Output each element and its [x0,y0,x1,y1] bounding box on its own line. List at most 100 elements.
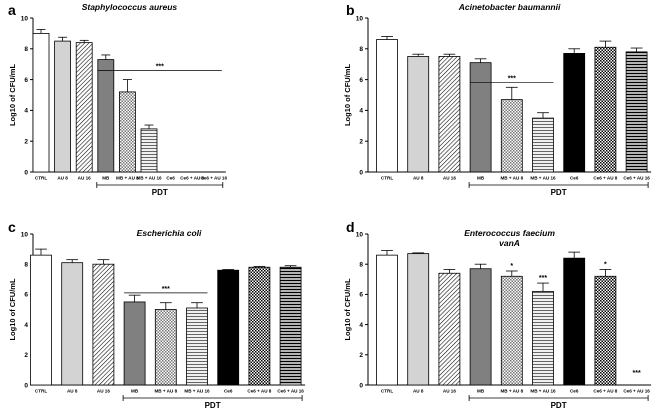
category-label: AU 8 [67,389,78,394]
y-tick-label: 6 [359,77,363,84]
group-label: PDT [551,188,567,197]
y-tick-label: 4 [359,108,363,115]
y-tick-label: 10 [356,231,364,238]
y-tick-label: 6 [359,292,363,299]
category-label: MB [131,389,139,394]
significance-label: * [604,261,607,268]
y-tick-label: 8 [24,46,28,53]
panel-letter: c [8,219,16,235]
bar-6 [186,307,208,386]
category-label: MB + AU 8 [500,389,523,394]
category-label: MB [102,176,110,181]
bar-7 [563,53,586,173]
category-label: AU 16 [443,176,456,181]
y-tick-label: 2 [24,352,28,359]
bar-1 [376,39,398,173]
category-label: MB + AU 16 [136,176,162,181]
category-label: Ce6 [570,176,579,181]
panel-letter: b [346,2,355,18]
y-tick-label: 2 [359,139,363,146]
significance-label: * [510,263,513,270]
category-label: CTRL [381,389,393,394]
bar-5 [119,91,136,173]
bar-5 [500,99,523,173]
bar-2 [407,56,430,173]
category-label: Ce6 [166,176,175,181]
category-label: Ce6 + AU 16 [623,389,650,394]
bar-8 [594,46,617,173]
chart-title: Staphylococcus aureus [82,2,178,12]
category-label: AU 16 [97,389,110,394]
bar-5 [154,309,177,386]
category-label: AU 8 [413,176,424,181]
y-tick-label: 4 [359,322,363,329]
bar-2 [54,40,71,173]
y-tick-label: 0 [359,382,363,389]
bar-6 [532,290,554,386]
category-label: CTRL [381,176,393,181]
category-label: Ce6 + AU 8 [180,176,204,181]
bar-7 [563,257,586,386]
chart-panel-b: b Acinetobacter baumannii 0 2 4 6 8 10 Log10 of … [343,2,652,197]
y-tick-label: 0 [24,169,28,176]
y-tick-label: 2 [359,352,363,359]
y-tick-label: 2 [24,139,28,146]
y-tick-label: 0 [359,169,363,176]
category-label: CTRL [35,389,47,394]
bar-1 [32,33,50,173]
bar-4 [97,59,115,173]
y-tick-label: 10 [21,231,29,238]
y-axis-label: Log10 of CFU/mL [343,64,352,126]
significance-label: *** [633,370,641,377]
y-tick-label: 8 [359,46,363,53]
bar-4 [123,301,146,386]
bar-8 [594,275,617,386]
bar-3 [92,263,115,386]
category-label: Ce6 + AU 8 [247,389,271,394]
chart-panel-a: a Staphylococcus aureus 0 2 4 6 8 10 Log10 of CF… [8,2,227,197]
category-label: Ce6 + AU 8 [593,176,617,181]
y-tick-label: 8 [24,262,28,269]
category-label: CTRL [35,176,47,181]
category-label: MB + AU 8 [116,176,139,181]
bar-9 [625,51,648,173]
chart-title: Escherichia coli [137,228,202,238]
y-tick-label: 10 [356,15,364,22]
y-tick-label: 6 [24,292,28,299]
panel-letter: d [346,219,355,235]
bar-2 [407,253,430,386]
bar-4 [469,62,492,173]
category-label: AU 8 [413,389,424,394]
category-label: Ce6 + AU 16 [277,389,304,394]
chart-title: Acinetobacter baumannii [458,2,561,12]
category-label: Ce6 + AU 8 [593,389,617,394]
category-label: Ce6 [224,389,233,394]
category-label: AU 16 [443,389,456,394]
bar-6 [140,128,158,173]
bar-1 [376,254,398,386]
panel-letter: a [8,2,16,18]
category-label: MB + AU 16 [184,389,210,394]
significance-label: *** [508,76,516,83]
bar-5 [500,275,523,386]
bar-9 [279,266,302,386]
group-label: PDT [551,401,567,410]
significance-label: *** [156,63,164,70]
y-axis-label: Log10 of CFU/mL [343,278,352,340]
category-label: MB [477,176,485,181]
bar-2 [61,262,84,386]
significance-label: *** [539,275,547,282]
bar-3 [75,42,93,173]
bar-3 [438,56,461,173]
category-label: MB [477,389,485,394]
bar-8 [248,266,271,386]
category-label: MB + AU 8 [500,176,523,181]
group-label: PDT [205,401,221,410]
bar-6 [532,117,554,173]
y-tick-label: 10 [21,15,29,22]
y-axis-label: Log10 of CFU/mL [8,64,17,126]
bar-4 [469,268,492,386]
y-tick-label: 4 [24,108,28,115]
